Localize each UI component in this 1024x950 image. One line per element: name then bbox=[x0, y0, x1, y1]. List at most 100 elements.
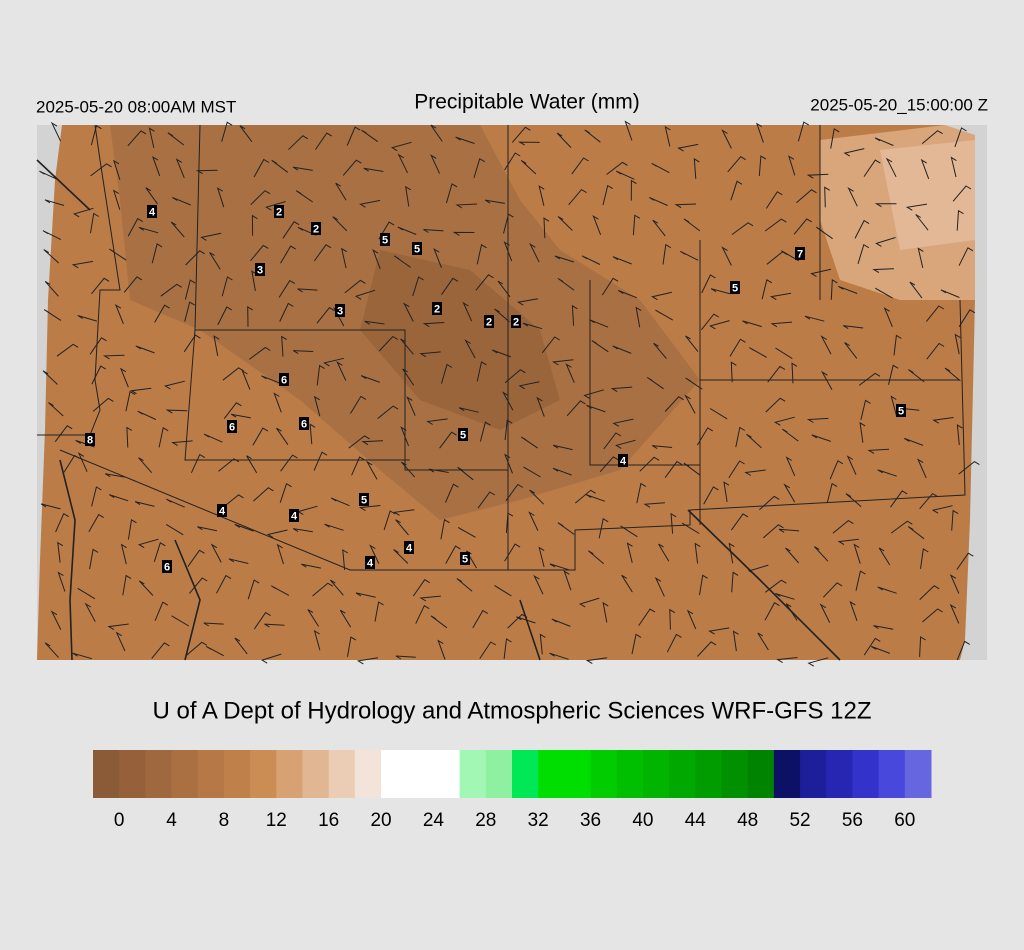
station-box bbox=[618, 454, 628, 467]
wind-barb bbox=[820, 335, 832, 355]
wind-barb bbox=[239, 125, 253, 143]
wind-barb bbox=[104, 473, 126, 478]
wind-barb bbox=[351, 456, 365, 476]
wind-barb bbox=[505, 512, 514, 534]
wind-barb bbox=[926, 342, 945, 360]
wind-barb bbox=[785, 456, 796, 477]
wind-barb bbox=[419, 595, 441, 602]
wind-barb bbox=[859, 421, 866, 443]
wind-barb bbox=[551, 359, 574, 366]
wind-barb bbox=[598, 518, 609, 539]
station-value: 8 bbox=[87, 434, 93, 446]
wind-barb bbox=[186, 641, 208, 656]
wind-barb bbox=[246, 455, 258, 474]
wind-barb bbox=[517, 141, 540, 146]
wind-barb bbox=[39, 170, 58, 181]
wind-barb bbox=[344, 279, 366, 294]
wind-barb bbox=[684, 394, 696, 414]
wind-barb bbox=[395, 519, 409, 536]
colorbar-cell bbox=[878, 750, 906, 798]
wind-barb bbox=[209, 252, 221, 270]
wind-barb bbox=[247, 306, 253, 327]
wind-barb bbox=[816, 226, 833, 240]
wind-barb bbox=[164, 380, 185, 390]
wind-barb bbox=[747, 564, 769, 575]
wind-barb bbox=[922, 608, 943, 623]
wind-barb bbox=[504, 543, 521, 562]
credit: U of A Dept of Hydrology and Atmospheric… bbox=[153, 697, 872, 724]
wind-barb bbox=[205, 645, 224, 657]
wind-barb bbox=[393, 255, 411, 268]
wind-barb bbox=[621, 574, 633, 593]
wind-barb bbox=[252, 427, 269, 446]
wind-barb bbox=[355, 592, 376, 598]
wind-barb bbox=[90, 124, 102, 146]
wind-barb bbox=[260, 653, 282, 664]
wind-barb bbox=[636, 482, 647, 504]
wind-barb bbox=[568, 188, 587, 206]
wind-barb bbox=[437, 639, 446, 660]
wind-barb bbox=[228, 558, 249, 564]
wind-barb bbox=[783, 483, 796, 503]
wind-barb bbox=[494, 308, 510, 323]
wind-barb bbox=[603, 432, 622, 450]
wind-barb bbox=[533, 574, 544, 595]
wind-barb bbox=[115, 631, 126, 652]
wind-barb bbox=[170, 221, 185, 238]
station-value: 2 bbox=[434, 303, 440, 315]
wind-barb bbox=[154, 304, 170, 323]
wind-barb bbox=[354, 289, 376, 300]
station-value: 4 bbox=[219, 505, 226, 517]
station-value: 4 bbox=[367, 557, 374, 569]
wind-barb bbox=[746, 433, 762, 449]
colorbar-tick-label: 32 bbox=[528, 810, 549, 831]
wind-barb bbox=[165, 523, 184, 536]
wind-barb bbox=[728, 460, 745, 479]
wind-barb bbox=[135, 345, 155, 354]
colorbar-cell bbox=[512, 750, 539, 798]
wind-barb bbox=[415, 604, 430, 624]
wind-barb bbox=[292, 528, 313, 533]
wind-barb bbox=[658, 543, 670, 562]
wind-barb bbox=[504, 152, 521, 171]
wind-barb bbox=[612, 418, 634, 427]
wind-barb bbox=[503, 453, 513, 474]
wind-barb bbox=[686, 609, 697, 630]
wind-barb bbox=[651, 445, 673, 450]
wind-barb bbox=[472, 609, 489, 629]
wind-barb bbox=[507, 613, 528, 629]
wind-barb bbox=[677, 143, 699, 152]
station-box bbox=[380, 233, 390, 246]
wind-barb bbox=[849, 600, 858, 621]
wind-barb bbox=[843, 148, 865, 157]
wind-barb bbox=[764, 218, 787, 232]
wind-barb bbox=[412, 579, 430, 597]
wind-barb bbox=[511, 126, 531, 143]
wind-barb bbox=[433, 248, 442, 268]
wind-barb bbox=[907, 526, 925, 540]
wind-barb bbox=[578, 597, 600, 608]
wind-barb bbox=[281, 335, 287, 357]
wind-barb bbox=[40, 503, 61, 510]
wind-barb bbox=[583, 389, 604, 399]
valid-time-utc: 2025-05-20_15:00:00 Z bbox=[810, 95, 988, 114]
wind-barb bbox=[43, 249, 60, 264]
wind-barb bbox=[251, 214, 258, 236]
wind-barb bbox=[602, 601, 609, 623]
wind-barb bbox=[223, 402, 242, 420]
wind-barb bbox=[127, 130, 147, 147]
wind-barb bbox=[253, 158, 270, 178]
wind-barb bbox=[222, 494, 244, 508]
wind-barb bbox=[615, 170, 635, 180]
wind-barb bbox=[822, 582, 843, 598]
wind-barb bbox=[455, 136, 475, 144]
wind-barb bbox=[221, 276, 233, 297]
wind-barb bbox=[479, 421, 491, 442]
wind-barb bbox=[44, 199, 65, 206]
colorbar: 0 4 8 12 16 20 24 28 32 36 40 44 48 52 56 60 bbox=[93, 750, 932, 831]
wind-barb bbox=[113, 159, 121, 181]
wind-barb bbox=[57, 541, 64, 563]
wind-barb bbox=[134, 501, 155, 507]
wind-barb bbox=[307, 609, 320, 627]
wind-barb bbox=[523, 466, 541, 478]
